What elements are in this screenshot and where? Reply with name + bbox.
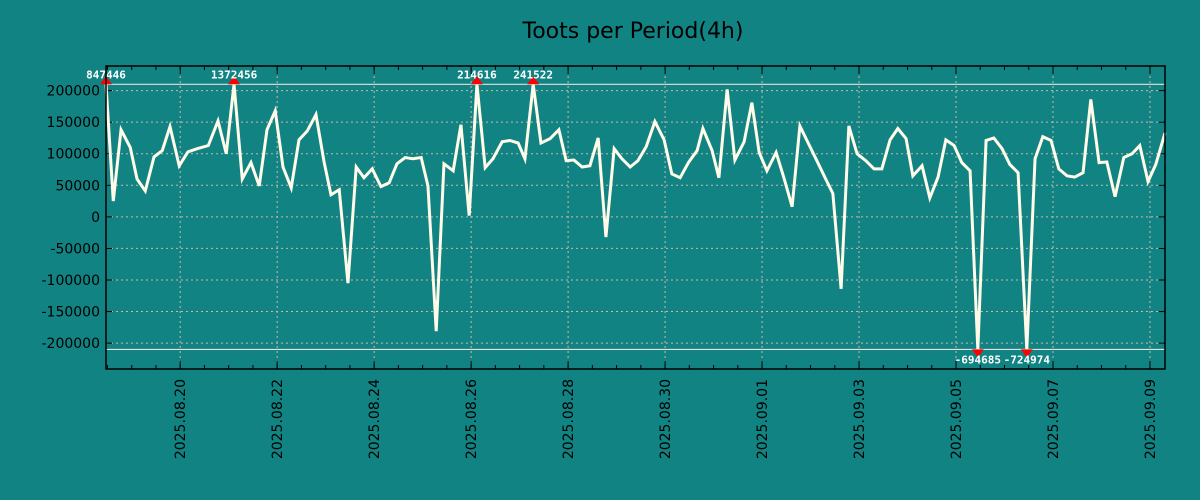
clip-lines (106, 83, 1165, 351)
y-tick-label: 100000 (47, 147, 100, 163)
x-tick-label: 2025.09.07 (1046, 379, 1062, 459)
y-tick-label: 150000 (47, 115, 100, 131)
x-tick-label: 2025.09.01 (755, 379, 771, 459)
series-line (104, 84, 1167, 350)
clip-marker (1020, 349, 1033, 358)
x-tick-label: 2025.08.20 (173, 379, 189, 459)
x-tick-label: 2025.09.03 (852, 379, 868, 459)
clip-marker (228, 76, 241, 85)
y-tick-label: -50000 (50, 241, 100, 257)
y-tick-label: -100000 (42, 273, 101, 289)
x-tick-label: 2025.08.24 (367, 379, 383, 459)
plot-frame (105, 65, 1166, 370)
x-tick-label: 2025.09.09 (1143, 379, 1159, 459)
x-tick-label: 2025.08.30 (658, 379, 674, 459)
y-tick-label: -150000 (42, 305, 101, 321)
y-tick-label: 200000 (47, 84, 100, 100)
y-tick-label: 0 (91, 210, 100, 226)
chart-title: Toots per Period(4h) (522, 19, 744, 44)
x-tick-label: 2025.08.28 (561, 379, 577, 459)
clip-marker (527, 76, 540, 85)
plot-area (106, 66, 1165, 369)
clip-value-label: -694685 (955, 353, 1001, 366)
y-tick-label: 50000 (55, 178, 100, 194)
clip-markers: 847446 1372456 214616 241522-694685 -724974 (86, 68, 1050, 366)
y-tick-label: -200000 (42, 336, 101, 352)
clip-value-label: 214616 (457, 68, 497, 81)
clip-marker (971, 349, 984, 358)
series (104, 84, 1167, 350)
x-tick-label: 2025.08.26 (464, 379, 480, 459)
axis-ticks: -200000 -150000 -100000 -50000 0 50000 100000 1… (42, 66, 1165, 459)
clip-value-label: 241522 (513, 68, 553, 81)
clip-value-label: -724974 (1004, 353, 1051, 366)
x-tick-label: 2025.09.05 (949, 379, 965, 459)
x-tick-label: 2025.08.22 (270, 379, 286, 459)
clip-marker (470, 76, 483, 85)
clip-value-label: 1372456 (211, 68, 258, 81)
